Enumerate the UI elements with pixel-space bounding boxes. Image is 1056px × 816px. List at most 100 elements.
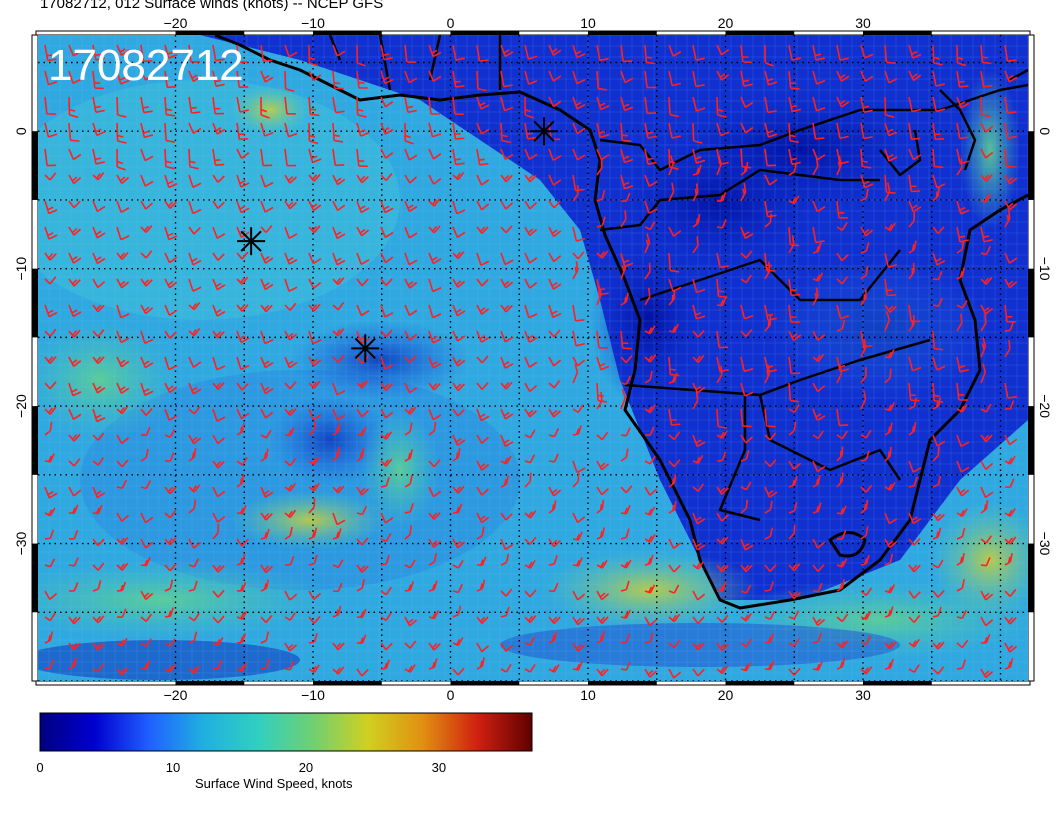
wind-barb (932, 606, 942, 618)
wind-barb (620, 210, 627, 228)
wind-barb (692, 391, 699, 410)
wind-barb (380, 382, 393, 391)
wind-barb (116, 581, 127, 592)
wind-barb (572, 304, 585, 322)
wind-barb (908, 315, 915, 332)
wind-barb (188, 499, 197, 514)
wind-barb (92, 96, 105, 113)
wind-barb (740, 226, 754, 239)
wind-barb (44, 421, 53, 436)
wind-barb (812, 582, 823, 593)
wind-barb (884, 311, 891, 332)
wind-barb (692, 483, 705, 492)
wind-barb (644, 354, 657, 363)
wind-barb (692, 434, 706, 448)
wind-barb (404, 474, 413, 488)
wind-barb (404, 616, 418, 627)
wind-barb (476, 460, 490, 471)
wind-barb (956, 508, 968, 517)
wind-barb (1004, 304, 1016, 323)
wind-barb (764, 527, 774, 540)
wind-barb (116, 667, 129, 676)
wind-barb (764, 581, 774, 592)
wind-barb (620, 580, 630, 592)
wind-barb (740, 122, 754, 134)
wind-barb (884, 44, 896, 65)
wind-barb (116, 512, 130, 522)
wind-barb (668, 613, 681, 623)
wind-barb (956, 527, 966, 540)
wind-barb (788, 502, 798, 514)
wind-barb (380, 586, 392, 596)
wind-barb (116, 382, 130, 394)
wind-barb (356, 174, 369, 184)
wind-barb (356, 122, 370, 137)
wind-barb (932, 446, 940, 462)
wind-barb (524, 252, 538, 264)
wind-barb (116, 479, 127, 489)
wind-barb (164, 122, 176, 143)
wind-barb (284, 408, 297, 416)
wind-barb (644, 486, 658, 496)
wind-barb (644, 325, 656, 335)
wind-barb (908, 44, 922, 59)
wind-barb (572, 472, 580, 488)
wind-barb (836, 319, 846, 332)
wind-barb (140, 590, 154, 601)
wind-barb (428, 486, 442, 498)
wind-barb (476, 434, 490, 444)
wind-barb (260, 528, 270, 540)
wind-barb (356, 96, 367, 118)
wind-barb (524, 96, 535, 119)
wind-barb (452, 200, 466, 215)
wind-barb (44, 122, 58, 138)
wind-barb (548, 304, 562, 319)
wind-barb (716, 512, 730, 522)
wind-barb (164, 607, 175, 618)
wind-barb (884, 402, 896, 412)
wind-barb (476, 148, 489, 166)
wind-barb (572, 261, 579, 280)
wind-barb (740, 584, 752, 594)
wind-barb (380, 172, 393, 182)
wind-barb (860, 666, 873, 675)
wind-barb (980, 70, 993, 88)
wind-barb (836, 505, 847, 515)
wind-barb (44, 252, 57, 261)
wind-barb (308, 173, 321, 182)
wind-barb (884, 304, 897, 314)
wind-barb (860, 390, 867, 410)
wind-barb (452, 560, 464, 569)
wind-barb (716, 408, 728, 429)
wind-barb (68, 252, 82, 264)
wind-barb (260, 429, 272, 439)
wind-barb (1004, 209, 1011, 228)
wind-barb (44, 631, 54, 644)
wind-barb (956, 122, 969, 140)
wind-barb (284, 381, 297, 390)
colorbar-tick: 30 (432, 760, 446, 775)
wind-barb (980, 616, 994, 627)
wind-barb (116, 226, 130, 241)
wind-barb (476, 642, 490, 653)
wind-barb (644, 44, 656, 65)
wind-barb (812, 616, 826, 627)
wind-barb (356, 578, 365, 592)
wind-barb (932, 356, 946, 371)
wind-barb (380, 612, 392, 622)
wind-barb (476, 174, 490, 186)
wind-barb (188, 356, 202, 368)
wind-barb (620, 70, 634, 84)
wind-barb (356, 668, 369, 677)
wind-barb (692, 122, 703, 144)
wind-barb (620, 355, 633, 364)
wind-barb (740, 182, 747, 202)
wind-barb (620, 661, 631, 671)
wind-barb (164, 382, 178, 394)
wind-barb (764, 304, 777, 321)
wind-barb (188, 580, 198, 592)
wind-barb (404, 330, 418, 341)
wind-barb (260, 448, 269, 462)
wind-barb (404, 422, 413, 436)
wind-barb (884, 278, 897, 297)
